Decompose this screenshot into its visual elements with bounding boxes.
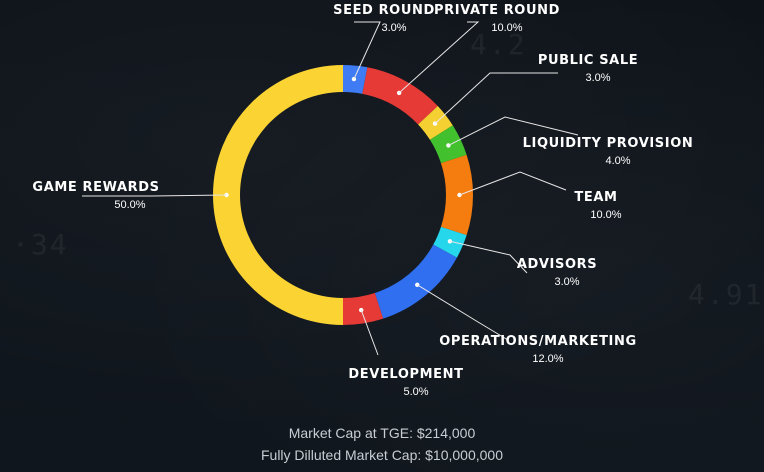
leader-line-team <box>459 171 567 196</box>
leader-line-private-round <box>398 21 480 94</box>
label-value-game-rewards: 50.0% <box>114 199 145 211</box>
slice-private-round <box>362 67 438 125</box>
label-name-team: TEAM <box>574 190 617 205</box>
slice-game-rewards <box>213 65 343 325</box>
label-value-development: 5.0% <box>403 386 428 398</box>
label-value-private-round: 10.0% <box>491 22 522 34</box>
label-name-game-rewards: GAME REWARDS <box>32 180 159 195</box>
leader-line-public-sale <box>434 72 558 124</box>
market-cap-tge: Market Cap at TGE: $214,000 <box>288 425 476 441</box>
label-name-advisors: ADVISORS <box>517 257 597 272</box>
background-decoration: ·34 <box>12 228 69 261</box>
leader-dot-advisors <box>447 239 453 244</box>
donut-ring <box>213 65 473 325</box>
slice-operations-marketing <box>374 244 457 319</box>
leader-line-liquidity-provision <box>448 116 579 146</box>
slice-team <box>440 154 473 236</box>
label-name-operations-marketing: OPERATIONS/MARKETING <box>439 334 637 349</box>
label-value-public-sale: 3.0% <box>585 72 610 84</box>
label-name-seed-round: SEED ROUND <box>333 3 435 18</box>
label-name-liquidity-provision: LIQUIDITY PROVISION <box>523 136 694 151</box>
leader-line-operations-marketing <box>416 284 509 341</box>
label-value-operations-marketing: 12.0% <box>532 353 563 365</box>
label-name-development: DEVELOPMENT <box>348 367 463 382</box>
leader-dot-development <box>359 307 364 313</box>
leader-line-seed-round <box>353 21 381 80</box>
label-value-advisors: 3.0% <box>554 276 579 288</box>
slice-labels: SEED ROUND 3.0% PRIVATE ROUND 10.0% PUBLIC S… <box>32 3 694 398</box>
background-decoration: 4.2 <box>470 28 527 61</box>
leader-line-game-rewards <box>82 194 227 197</box>
label-name-public-sale: PUBLIC SALE <box>538 53 638 68</box>
label-value-seed-round: 3.0% <box>381 22 406 34</box>
label-value-team: 10.0% <box>590 209 621 221</box>
leader-dot-operations-marketing <box>415 282 420 287</box>
label-name-private-round: PRIVATE ROUND <box>434 3 560 18</box>
leader-lines <box>82 21 579 356</box>
leader-line-development <box>360 309 379 356</box>
background-decoration: 4.91 <box>688 278 764 311</box>
fully-diluted-market-cap: Fully Dilluted Market Cap: $10,000,000 <box>260 447 504 463</box>
label-value-liquidity-provision: 4.0% <box>605 155 630 167</box>
leader-line-advisors <box>449 240 528 274</box>
